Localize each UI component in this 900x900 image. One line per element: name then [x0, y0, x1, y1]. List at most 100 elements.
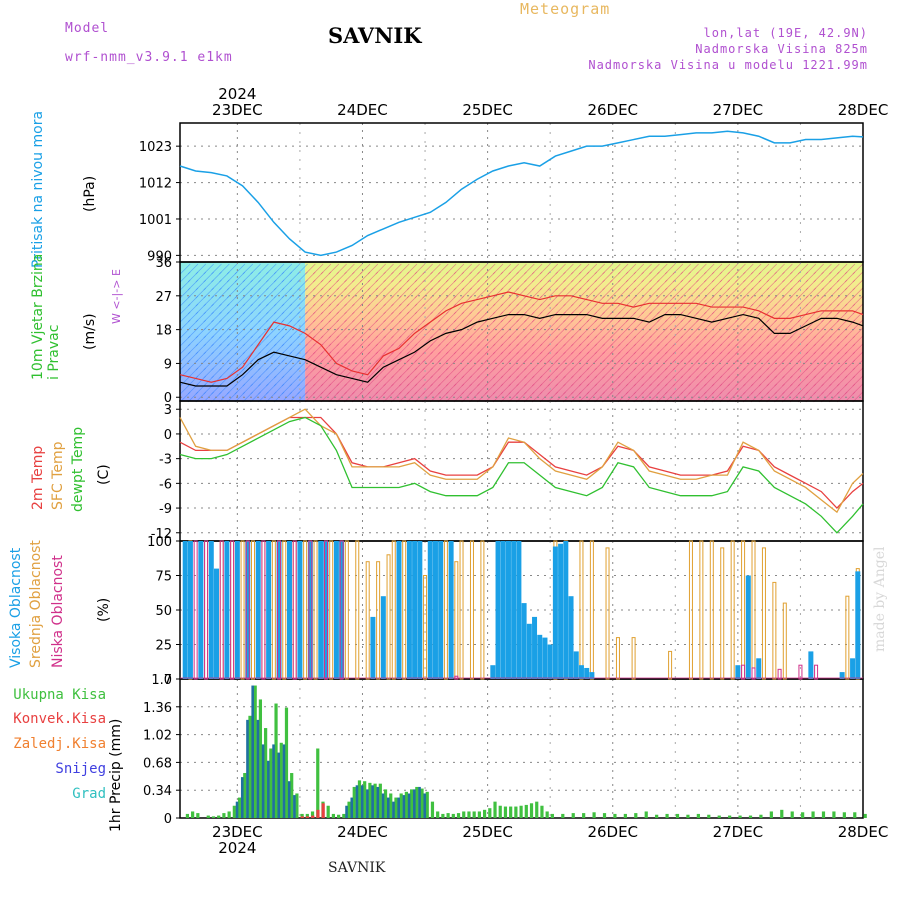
wind-barb — [852, 335, 864, 347]
cloud-high-bar — [735, 665, 741, 679]
wind-speed-line — [179, 313, 864, 387]
cloud-high-bar — [208, 541, 214, 679]
wind-barb — [195, 263, 207, 275]
wind-barb — [320, 263, 332, 275]
wind-barb — [305, 263, 316, 275]
wind-barb — [226, 263, 238, 275]
cloud-mid-bar — [355, 540, 360, 680]
cloud-mid-bar — [579, 540, 584, 680]
wind-barb — [563, 263, 574, 275]
cloud-high-bar — [323, 541, 329, 679]
precip-total-bar — [477, 811, 481, 818]
precip-total-bar — [582, 813, 586, 818]
cloud-mid-bar — [730, 540, 735, 680]
precip-total-bar — [269, 748, 273, 818]
day-label-bottom: 26DEC — [587, 823, 638, 841]
precip-snow-bar — [376, 786, 380, 818]
cloud-high-bar — [438, 541, 444, 679]
precip-total-bar — [389, 793, 393, 818]
cloud-low-bar — [339, 540, 344, 680]
cloud-high-bar — [396, 541, 402, 679]
cloud-high-bar — [266, 541, 272, 679]
precip-total-bar — [832, 811, 836, 818]
cloud-mid-bar — [459, 540, 464, 680]
precip-snow-bar — [261, 744, 265, 818]
precip-total-bar — [378, 783, 382, 818]
cloud-low-bar — [308, 540, 313, 680]
cloud-high-bar — [276, 541, 282, 679]
precip-total-bar — [420, 788, 424, 818]
wind-barb — [258, 263, 269, 275]
wind-barb — [844, 263, 856, 275]
wind-barb — [594, 263, 605, 275]
cloud-high-bar — [490, 665, 496, 679]
precip-total-bar — [769, 811, 773, 818]
wind-barb — [852, 383, 864, 395]
y-tick-label: 25 — [155, 639, 172, 654]
y-tick-label: 100 — [147, 535, 172, 550]
cloud-mid-bar — [423, 575, 428, 680]
precip-snow-bar — [397, 797, 400, 818]
wind-barb — [422, 263, 433, 275]
wind-barb — [492, 263, 504, 275]
cloud-high-bar — [568, 596, 574, 679]
precip-total-bar — [258, 699, 263, 818]
precip-total-bar — [561, 813, 565, 818]
day-label-top: 26DEC — [587, 101, 638, 119]
precip-total-bar — [524, 804, 528, 818]
precip-total-bar — [404, 791, 408, 818]
precip-total-bar — [430, 801, 435, 818]
cloud-low-bar — [798, 664, 803, 680]
precip-total-bar — [748, 815, 753, 818]
precip-total-bar — [529, 803, 534, 818]
wind-barb — [852, 303, 864, 315]
wind-barb — [852, 319, 864, 331]
wind-barb — [789, 263, 801, 275]
panel-frame — [179, 400, 864, 542]
precip-total-bar — [217, 815, 221, 818]
day-label-bottom: 24DEC — [337, 823, 388, 841]
wind-barb — [657, 263, 668, 275]
precip-total-bar — [696, 813, 700, 818]
precip-total-bar — [248, 715, 252, 818]
precip-total-bar — [237, 797, 242, 818]
precip-total-bar — [540, 805, 544, 818]
precip-total-bar — [425, 791, 429, 818]
wind-barb — [852, 359, 864, 371]
cloud-high-bar — [417, 541, 423, 679]
y-tick-label: 0.68 — [143, 756, 172, 771]
cloud-low-bar — [204, 540, 209, 680]
precip-snow-bar — [256, 719, 260, 818]
cloud-high-bar — [521, 603, 527, 679]
wind-barb — [265, 263, 277, 275]
wind-barb — [555, 263, 566, 275]
precip-total-bar — [399, 793, 403, 818]
cloud-high-bar — [234, 541, 240, 679]
day-label-top: 27DEC — [713, 101, 764, 119]
cloud-high-bar — [213, 568, 219, 679]
cloud-low-bar — [245, 540, 250, 680]
precip-snow-bar — [350, 797, 354, 818]
wind-barb — [821, 263, 832, 275]
precip-total-bar — [644, 811, 648, 818]
wind-barb — [852, 375, 864, 387]
precip-snow-bar — [235, 801, 239, 818]
day-label-bottom: 27DEC — [713, 823, 764, 841]
cloud-low-bar — [193, 540, 198, 680]
cloud-mid-bar — [402, 540, 407, 680]
cloud-mid-bar — [454, 561, 459, 680]
wind-barb — [852, 271, 864, 283]
wind-barb — [797, 263, 809, 275]
precip-snow-bar — [277, 752, 281, 818]
precip-snow-bar — [240, 777, 244, 818]
y-tick-label: 1.36 — [143, 701, 172, 716]
wind-barb — [367, 263, 379, 275]
cloud-mid-bar — [668, 650, 673, 680]
wind-barb — [625, 263, 637, 275]
wind-barb — [727, 263, 738, 275]
cloud-mid-bar — [845, 595, 850, 680]
precip-snow-bar — [360, 785, 364, 818]
y-tick-label: 18 — [155, 324, 172, 339]
wind-barb — [336, 263, 347, 275]
wind-barb — [398, 263, 410, 275]
